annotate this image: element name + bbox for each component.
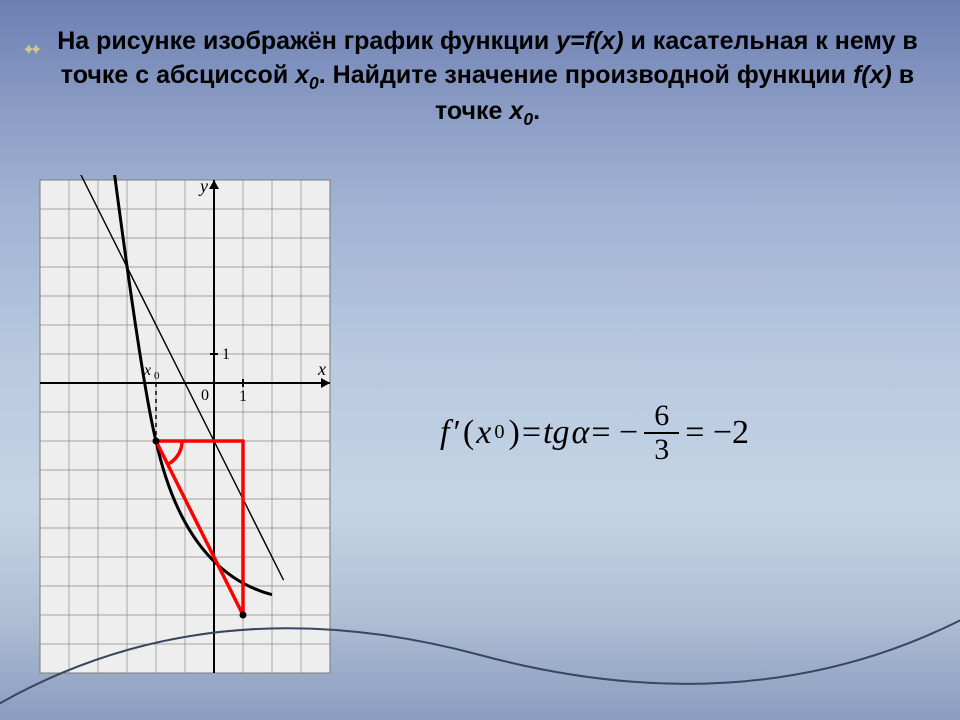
title-x0: x0: [295, 61, 319, 89]
svg-text:x: x: [317, 359, 326, 379]
svg-text:x: x: [143, 362, 151, 379]
title-fx2: f(x): [853, 61, 892, 89]
title-text-1: На рисунке изображён график функции: [57, 27, 556, 55]
formula-eq3: = −2: [685, 414, 749, 452]
formula-open: (: [463, 414, 474, 452]
formula-close: ): [509, 414, 520, 452]
frac-num: 6: [644, 400, 679, 434]
svg-text:0: 0: [154, 370, 160, 382]
formula-eq2: = −: [591, 414, 638, 452]
formula-fraction: 6 3: [644, 400, 679, 465]
formula-x: x: [476, 414, 491, 452]
title-fx: y=f(x): [556, 27, 623, 55]
formula-f: f: [440, 414, 449, 452]
svg-text:1: 1: [239, 388, 247, 405]
title-text-3: . Найдите значение производной функции: [319, 61, 853, 89]
bullet-decor: ✦✦: [22, 40, 37, 60]
formula-sub0: 0: [494, 421, 504, 444]
title-x02: x0: [509, 97, 533, 125]
frac-den: 3: [644, 434, 679, 466]
formula-tg: tg: [543, 414, 569, 452]
formula-alpha: α: [571, 414, 589, 452]
formula-eq1: =: [522, 414, 541, 452]
svg-text:1: 1: [222, 346, 230, 363]
problem-title: На рисунке изображён график функции y=f(…: [55, 25, 920, 132]
svg-text:0: 0: [201, 387, 209, 404]
derivative-formula: f ′ ( x 0 ) = tg α = − 6 3 = −2: [440, 400, 749, 465]
svg-text:y: y: [198, 176, 208, 196]
formula-prime: ′: [453, 414, 460, 452]
background-curve: [0, 600, 960, 720]
title-text-5: .: [533, 97, 540, 125]
